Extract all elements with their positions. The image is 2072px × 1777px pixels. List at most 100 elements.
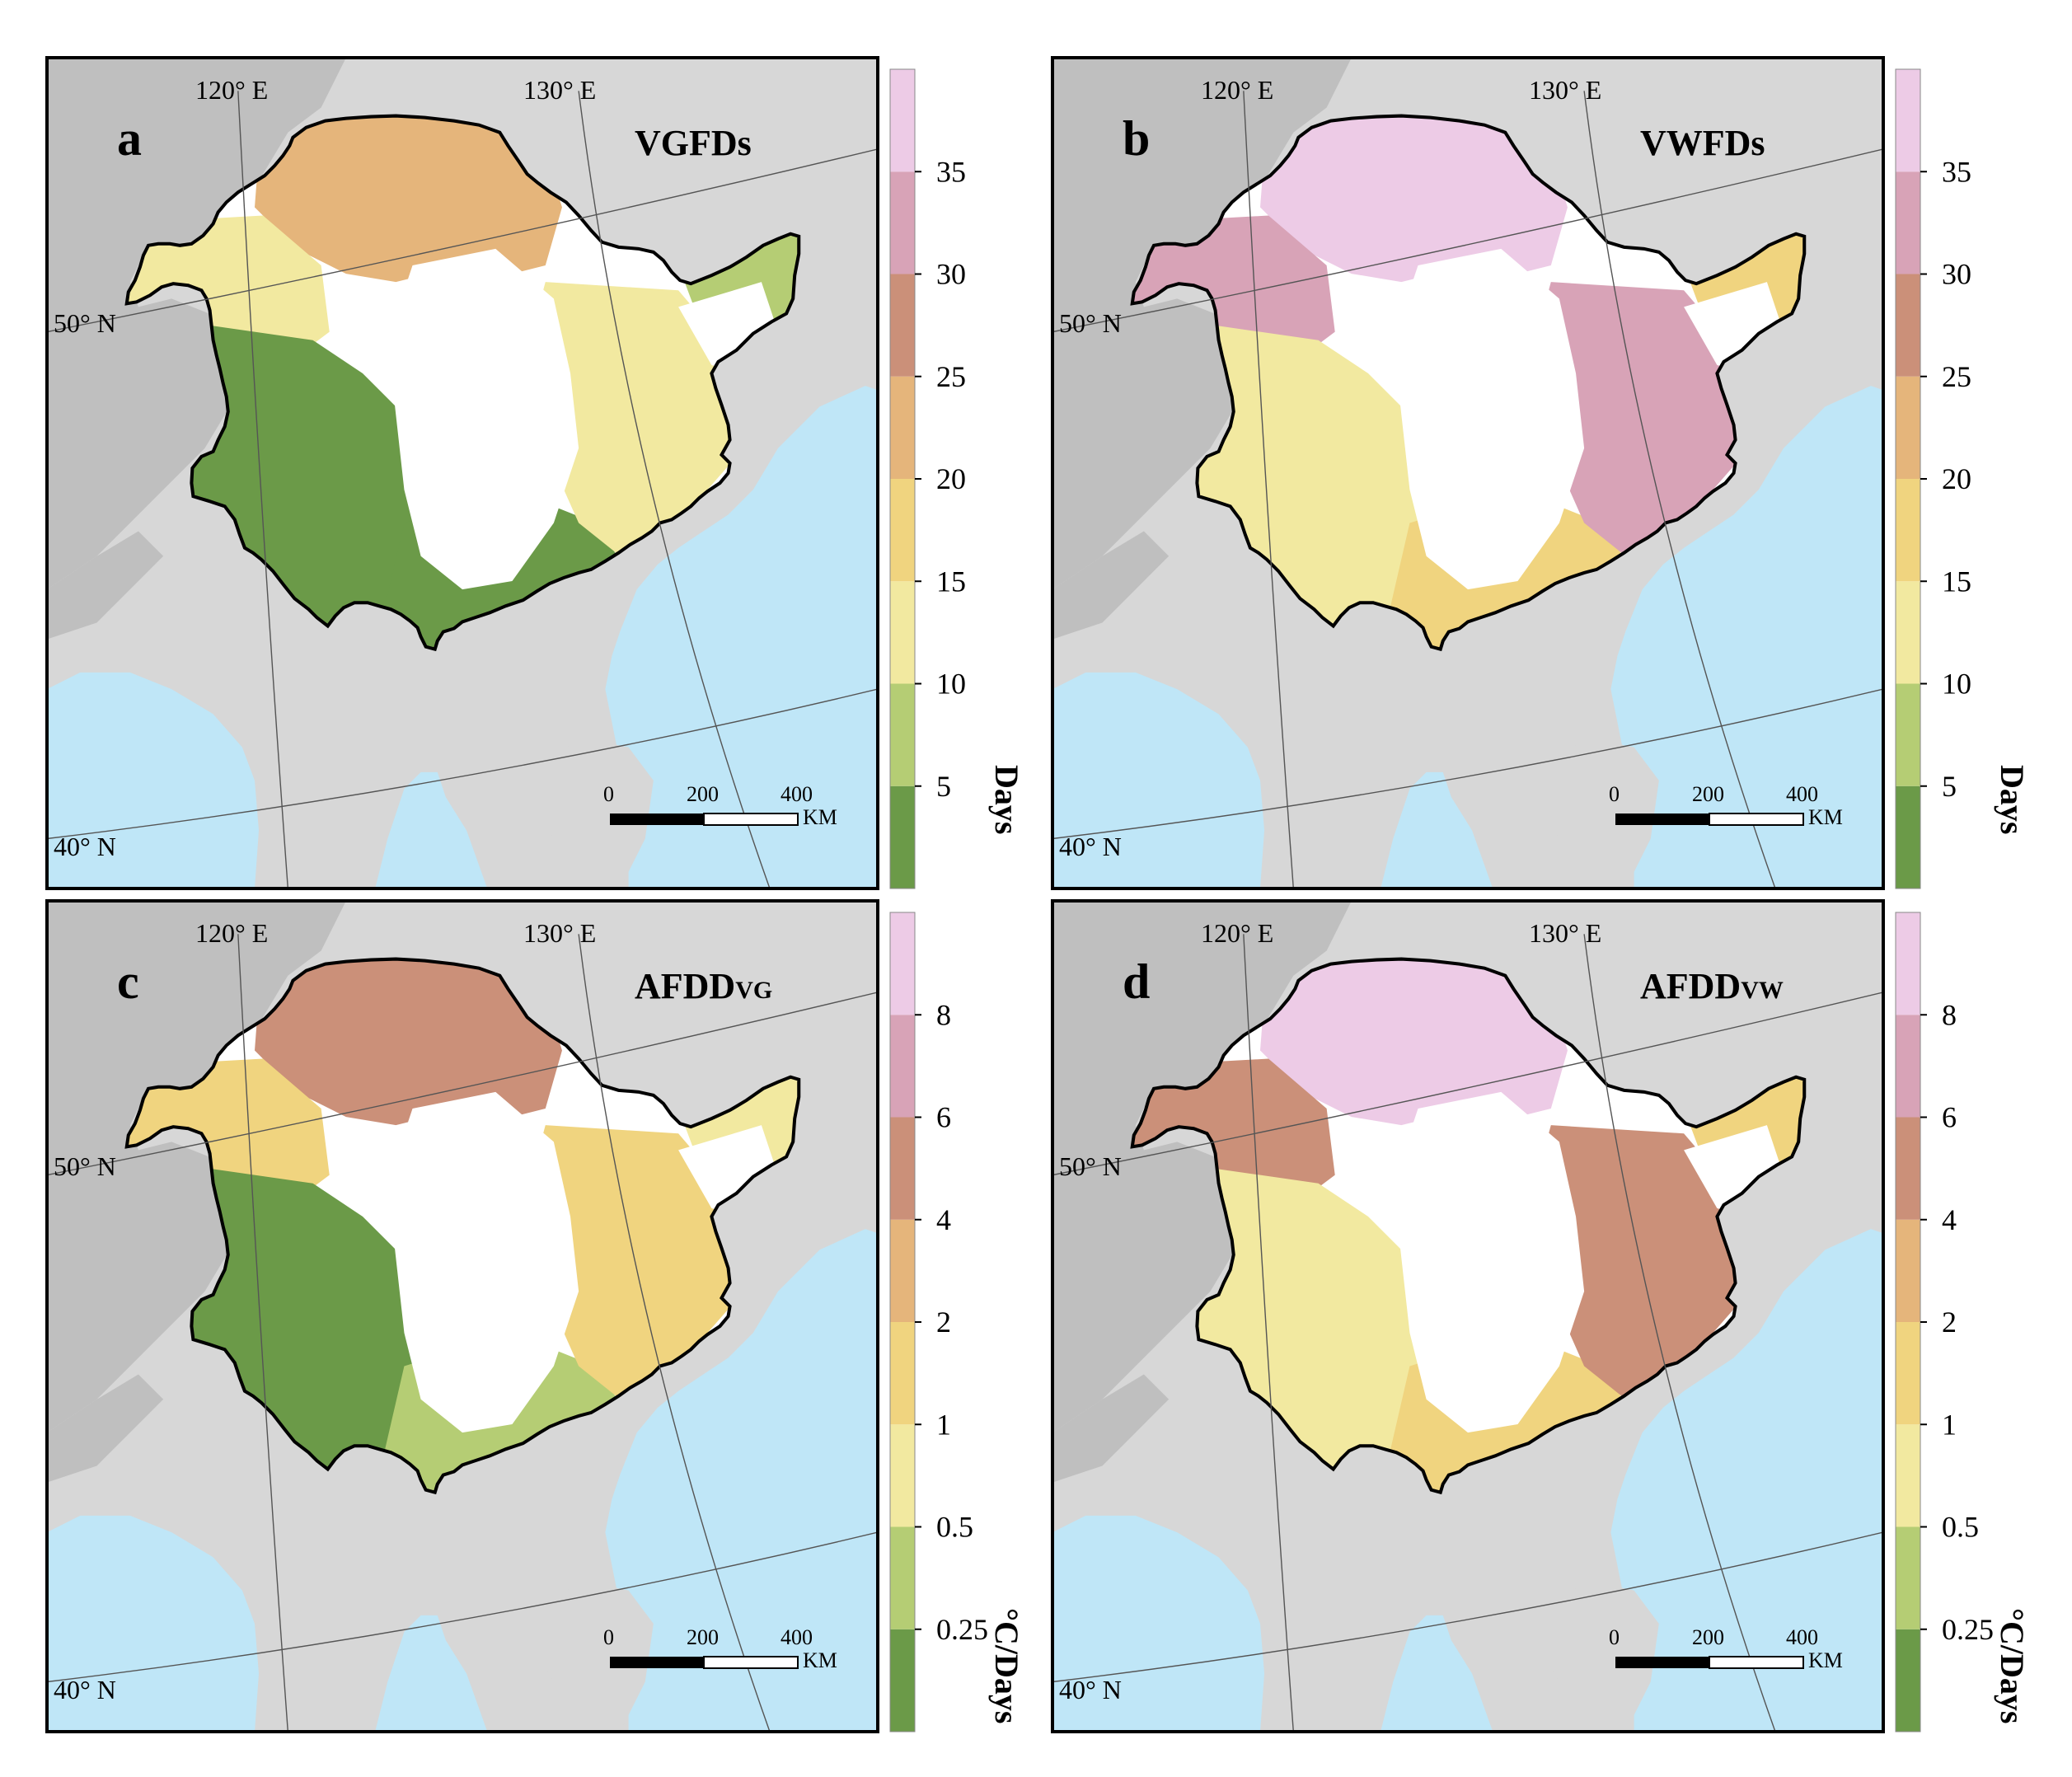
meridian-130: [578, 934, 771, 1732]
mongolia-land-south: [1052, 1374, 1170, 1483]
mongolia-land: [47, 901, 346, 1433]
legend-tick-label: 35: [936, 155, 966, 188]
map-area: [47, 58, 879, 889]
legend-swatch: [890, 69, 915, 172]
lon-label-120: 120° E: [195, 918, 268, 948]
color-legend: 5 10 15 20 25 30 35 Days: [889, 68, 1025, 889]
peninsula-land: [532, 1582, 654, 1732]
legend-tick-label: 5: [936, 770, 951, 803]
scale-tick-0: 0: [603, 1625, 614, 1649]
panel-title-sub: VG: [735, 977, 772, 1004]
legend-tick-label: 1: [936, 1408, 951, 1441]
scale-bar-white: [703, 813, 799, 826]
legend-tick-label: 2: [1942, 1306, 1957, 1339]
legend-tick-label: 0.5: [936, 1511, 973, 1544]
meridian-130: [1583, 91, 1776, 889]
legend-swatch: [890, 1015, 915, 1118]
legend-swatch: [1896, 376, 1920, 479]
map-frame: [45, 56, 879, 890]
legend-unit-label: Days: [1994, 765, 2031, 834]
legend-tick-label: 30: [1942, 258, 1971, 291]
legend-swatch: [1896, 1015, 1920, 1118]
peninsula-land: [532, 738, 654, 888]
region-outline: [1130, 114, 1807, 652]
legend-swatch: [890, 1424, 915, 1527]
panel-letter: b: [1123, 111, 1150, 166]
legend-swatch: [890, 376, 915, 479]
parallel-40: [1052, 1531, 1884, 1683]
zone-plain: [1393, 248, 1585, 590]
legend-tick-label: 30: [936, 258, 966, 291]
peninsula-land: [1538, 1582, 1659, 1732]
graticule: [47, 91, 879, 889]
color-legend: 0.25 0.5 1 2 4 6 8 °C/Days: [889, 912, 1025, 1732]
lat-label-50: 50° N: [54, 1151, 116, 1181]
lat-label-40: 40° N: [54, 832, 116, 861]
legend-swatch: [1896, 274, 1920, 377]
legend-tick-label: 8: [936, 998, 951, 1031]
legend-swatch: [1896, 785, 1920, 888]
legend-swatch: [1896, 683, 1920, 786]
legend-tick-label: 25: [936, 360, 966, 393]
scale-tick-0: 0: [1609, 782, 1620, 806]
legend-swatch: [890, 1219, 915, 1322]
legend-tick-label: 6: [936, 1101, 951, 1134]
zone-plain: [1393, 1091, 1585, 1433]
legend-swatch: [890, 912, 915, 1015]
meridian-130: [578, 91, 771, 889]
graticule: [1052, 934, 1884, 1732]
legend-swatch: [1896, 1117, 1920, 1220]
mongolia-land-south: [47, 1374, 164, 1483]
panel-letter: a: [117, 111, 142, 166]
panel-title-main: AFDD: [1640, 966, 1741, 1006]
zone-east: [520, 1125, 737, 1400]
panel-title-main: VGFDs: [635, 123, 752, 163]
zone-north: [1260, 959, 1568, 1126]
map-frame: [45, 899, 879, 1733]
legend-unit-label: °C/Days: [988, 1608, 1025, 1723]
legend-tick-label: 2: [936, 1306, 951, 1339]
legend-swatch: [890, 479, 915, 582]
zone-plain: [387, 1091, 579, 1433]
map-area: [1052, 901, 1884, 1732]
scale-unit: KM: [803, 1648, 837, 1672]
lon-label-130: 130° E: [1529, 75, 1601, 105]
legend-tick-label: 0.25: [1942, 1613, 1994, 1646]
legend-tick-label: 10: [1942, 668, 1971, 701]
legend-swatch: [890, 581, 915, 684]
legend-tick-label: 20: [936, 462, 966, 495]
legend-swatch: [1896, 1424, 1920, 1527]
scale-unit: KM: [803, 805, 837, 829]
panel-title: AFDDVW: [1640, 966, 1784, 1006]
parallel-50: [47, 992, 879, 1176]
scale-bar-white: [703, 1656, 799, 1669]
meridian-120: [237, 91, 289, 889]
mongolia-land: [1052, 58, 1352, 590]
lat-label-50: 50° N: [54, 308, 116, 338]
graticule: [47, 934, 879, 1732]
map-area: [1052, 58, 1884, 889]
region-outline: [1130, 957, 1807, 1495]
scale-bar-black: [1615, 813, 1709, 825]
scale-bar-white: [1709, 1656, 1804, 1669]
zone-east: [1526, 282, 1742, 556]
lon-label-130: 130° E: [523, 75, 596, 105]
parallel-50: [47, 148, 879, 333]
region-outline: [124, 114, 801, 652]
lon-label-130: 130° E: [1529, 918, 1601, 948]
parallel-40: [47, 1531, 879, 1683]
color-legend: 5 10 15 20 25 30 35 Days: [1895, 68, 2031, 889]
scale-bar-black: [1615, 1657, 1709, 1668]
lon-label-120: 120° E: [1201, 75, 1273, 105]
scale-tick-200: 200: [1692, 1625, 1724, 1649]
panel-title: AFDDVG: [635, 966, 772, 1006]
lon-label-120: 120° E: [1201, 918, 1273, 948]
legend-swatch: [890, 683, 915, 786]
scale-tick-400: 400: [781, 782, 813, 806]
zone-east: [520, 282, 737, 556]
